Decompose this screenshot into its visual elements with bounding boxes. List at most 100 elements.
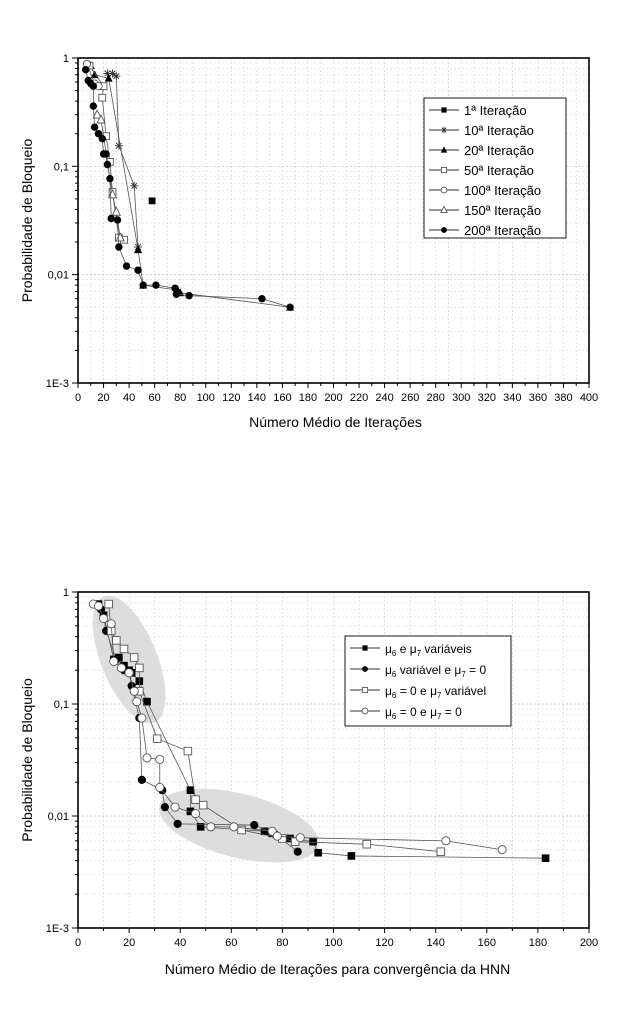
marker-circle-filled xyxy=(89,102,98,110)
legend-text-part: = 0 xyxy=(441,705,462,719)
marker-square-open xyxy=(112,636,121,645)
marker-circle-open xyxy=(155,782,165,792)
legend-label: μ6 variável e μ7 = 0 xyxy=(385,663,486,679)
marker-star-stroke xyxy=(441,127,447,133)
marker-circle-filled xyxy=(106,174,114,183)
legend-subscript: 7 xyxy=(417,649,422,658)
marker-circle-open xyxy=(109,656,119,666)
y-axis-title: Probabilidade de Bloqueio xyxy=(19,678,35,842)
legend-label: 150ª Iteração xyxy=(464,203,541,218)
marker-circle-open xyxy=(124,668,134,678)
marker-star-stroke xyxy=(131,182,138,190)
legend-label: 10ª Iteração xyxy=(464,123,534,138)
marker-star xyxy=(108,69,117,78)
legend-item: 50ª Iteração xyxy=(429,163,534,178)
series-line xyxy=(108,604,441,853)
marker-circle-open xyxy=(106,619,116,629)
marker-circle-filled xyxy=(102,150,110,158)
legend: 1ª Iteração 10ª Iteração 20ª Iteração 50ª I… xyxy=(423,97,567,239)
marker-circle-filled xyxy=(293,847,302,856)
y-tick-label: 1E-3 xyxy=(46,923,69,935)
marker-triangle-open xyxy=(111,206,122,216)
marker-square-filled xyxy=(143,697,151,706)
x-axis-title: Número Médio de Iterações para convergên… xyxy=(165,961,511,977)
marker-star xyxy=(114,141,123,150)
x-tick-label: 60 xyxy=(149,392,161,404)
legend-subscript: 6 xyxy=(392,691,397,700)
marker-circle-filled xyxy=(98,134,106,143)
y-tick-label: 0,01 xyxy=(48,270,69,282)
x-tick-label: 320 xyxy=(478,392,496,404)
y-tick-label: 1 xyxy=(63,587,69,599)
marker-square-filled xyxy=(186,807,195,816)
marker-circle-filled xyxy=(115,243,123,251)
series-layer xyxy=(88,599,550,862)
legend-label: μ6 = 0 e μ7 variável xyxy=(385,684,486,700)
legend-label: 200ª Iteração xyxy=(464,223,541,238)
legend-text-part: μ xyxy=(385,684,392,698)
marker-circle-open xyxy=(170,802,180,812)
legend-text-part: e μ xyxy=(396,642,416,656)
marker-square-open xyxy=(135,663,144,673)
grid xyxy=(77,592,590,928)
x-tick-label: 180 xyxy=(529,937,547,949)
marker-square-filled xyxy=(260,827,269,836)
legend-item: 20ª Iteração xyxy=(429,143,534,158)
axes: 0 20 40 60 80 100 120 140 160 180 200 220 240 260 280 3… xyxy=(46,53,598,404)
series-line xyxy=(90,65,291,308)
x-tick-label: 220 xyxy=(350,392,368,404)
marker-circle-filled xyxy=(152,281,160,289)
marker-circle-open xyxy=(361,707,369,715)
x-tick-label: 280 xyxy=(427,392,445,404)
legend-text-part: μ xyxy=(385,642,392,656)
series-0 xyxy=(148,197,156,205)
x-tick-label: 80 xyxy=(276,937,288,949)
marker-circle-open xyxy=(99,613,109,624)
legend-text-part: variável xyxy=(441,684,486,698)
y-tick-label: 0,1 xyxy=(54,161,69,173)
series-3 xyxy=(88,599,507,855)
legend-subscript: 6 xyxy=(392,670,397,679)
marker-star-stroke xyxy=(113,72,120,80)
marker-circle-filled xyxy=(137,775,146,785)
y-tick-label: 1E-3 xyxy=(46,378,69,390)
legend-label: 100ª Iteração xyxy=(464,183,541,198)
legend-subscript: 6 xyxy=(392,649,397,658)
legend-item: 150ª Iteração xyxy=(429,203,541,218)
marker-square-filled xyxy=(148,197,156,205)
x-tick-label: 0 xyxy=(75,392,81,404)
marker-circle-open xyxy=(116,663,126,673)
marker-circle-filled xyxy=(107,214,115,223)
marker-circle-open xyxy=(441,836,451,846)
x-tick-label: 160 xyxy=(273,392,291,404)
series-2 xyxy=(104,599,446,856)
legend-box xyxy=(423,97,567,239)
chart-iterations: 0 20 40 60 80 100 120 140 160 180 200 220 240 260 280 3… xyxy=(19,53,598,430)
marker-triangle-filled xyxy=(134,245,143,254)
marker-circle-filled xyxy=(286,303,294,311)
marker-circle-filled xyxy=(113,216,122,224)
marker-circle-filled xyxy=(103,160,112,169)
x-tick-label: 140 xyxy=(248,392,266,404)
legend-text-part: = 0 e μ xyxy=(396,705,437,719)
legend-item: 200ª Iteração xyxy=(429,223,541,238)
legend-subscript: 6 xyxy=(392,712,397,721)
marker-circle-open xyxy=(440,186,448,194)
legend-text-part: = 0 xyxy=(466,663,487,677)
marker-circle-filled xyxy=(122,262,131,270)
marker-square-filled xyxy=(196,823,205,831)
x-axis-title: Número Médio de Iterações xyxy=(249,414,422,430)
marker-star-stroke xyxy=(104,70,111,77)
marker-circle-open xyxy=(129,686,139,696)
marker-circle-filled xyxy=(90,123,99,131)
x-tick-label: 200 xyxy=(580,937,598,949)
marker-star-stroke xyxy=(115,142,123,149)
x-tick-label: 380 xyxy=(554,392,572,404)
legend-item: 100ª Iteração xyxy=(429,183,541,198)
x-tick-label: 160 xyxy=(478,937,496,949)
legend-subscript: 7 xyxy=(437,691,442,700)
marker-square-filled xyxy=(186,786,195,794)
x-tick-label: 100 xyxy=(324,937,342,949)
legend-item: 10ª Iteração xyxy=(429,123,534,138)
